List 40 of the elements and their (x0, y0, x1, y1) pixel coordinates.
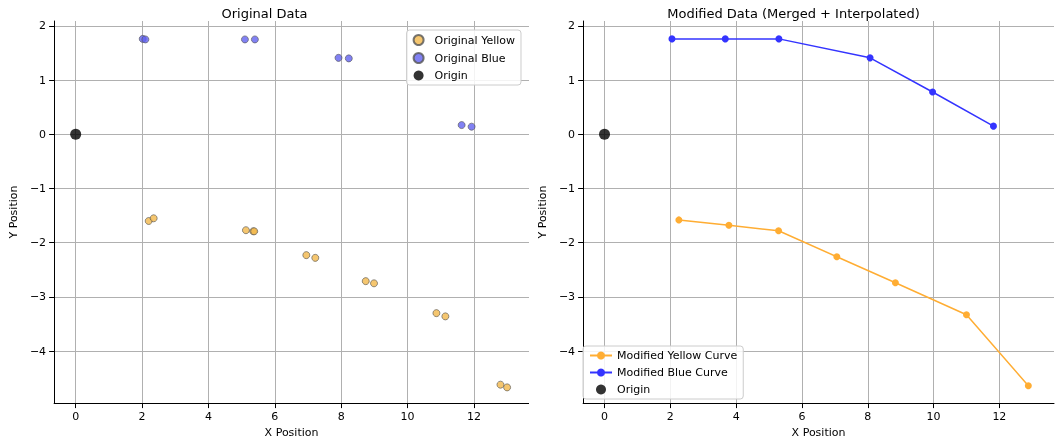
legend-label: Original Blue (434, 51, 506, 65)
y-tick-label: 1 (567, 73, 575, 87)
y-tick-label: 1 (39, 73, 47, 87)
legend-label: Original Yellow (434, 33, 515, 47)
x-tick-label: 6 (271, 410, 279, 424)
x-tick-label: 4 (732, 410, 740, 424)
legend-label: Origin (434, 69, 468, 82)
y-tick-label: −2 (29, 236, 47, 250)
y-tick-label: −1 (558, 181, 575, 195)
x-axis-title: X Position (264, 426, 319, 439)
legend-label: Origin (616, 383, 650, 396)
y-tick-label: 2 (567, 19, 575, 33)
y-tick-label: −1 (29, 181, 47, 195)
y-tick-label: −4 (29, 344, 47, 358)
x-tick-label: 6 (797, 410, 805, 424)
x-tick-label: 8 (863, 410, 871, 424)
y-axis-title: Y Position (7, 185, 20, 240)
legend-label: Modified Yellow Curve (616, 349, 737, 362)
x-axis-title: X Position (791, 426, 846, 439)
y-axis-title: Y Position (535, 185, 549, 240)
x-tick-label: 12 (991, 410, 1006, 424)
x-tick-label: 4 (204, 410, 212, 424)
x-tick-label: 0 (72, 410, 80, 424)
y-tick-label: −2 (558, 236, 575, 250)
y-tick-label: −3 (558, 290, 575, 304)
y-tick-label: −4 (558, 344, 575, 358)
y-tick-label: 0 (39, 127, 47, 141)
chart-title: Original Data (221, 6, 308, 21)
x-tick-label: 12 (466, 410, 481, 424)
y-tick-label: 2 (39, 19, 47, 33)
x-tick-label: 2 (138, 410, 146, 424)
legend-label: Modified Blue Curve (616, 366, 728, 379)
x-tick-label: 2 (666, 410, 674, 424)
x-tick-label: 8 (337, 410, 345, 424)
x-tick-label: 10 (400, 410, 415, 424)
y-tick-label: −3 (29, 290, 47, 304)
y-tick-label: 0 (567, 127, 575, 141)
x-tick-label: 10 (926, 410, 941, 424)
x-tick-label: 0 (600, 410, 608, 424)
chart-title: Modified Data (Merged + Interpolated) (666, 6, 920, 21)
